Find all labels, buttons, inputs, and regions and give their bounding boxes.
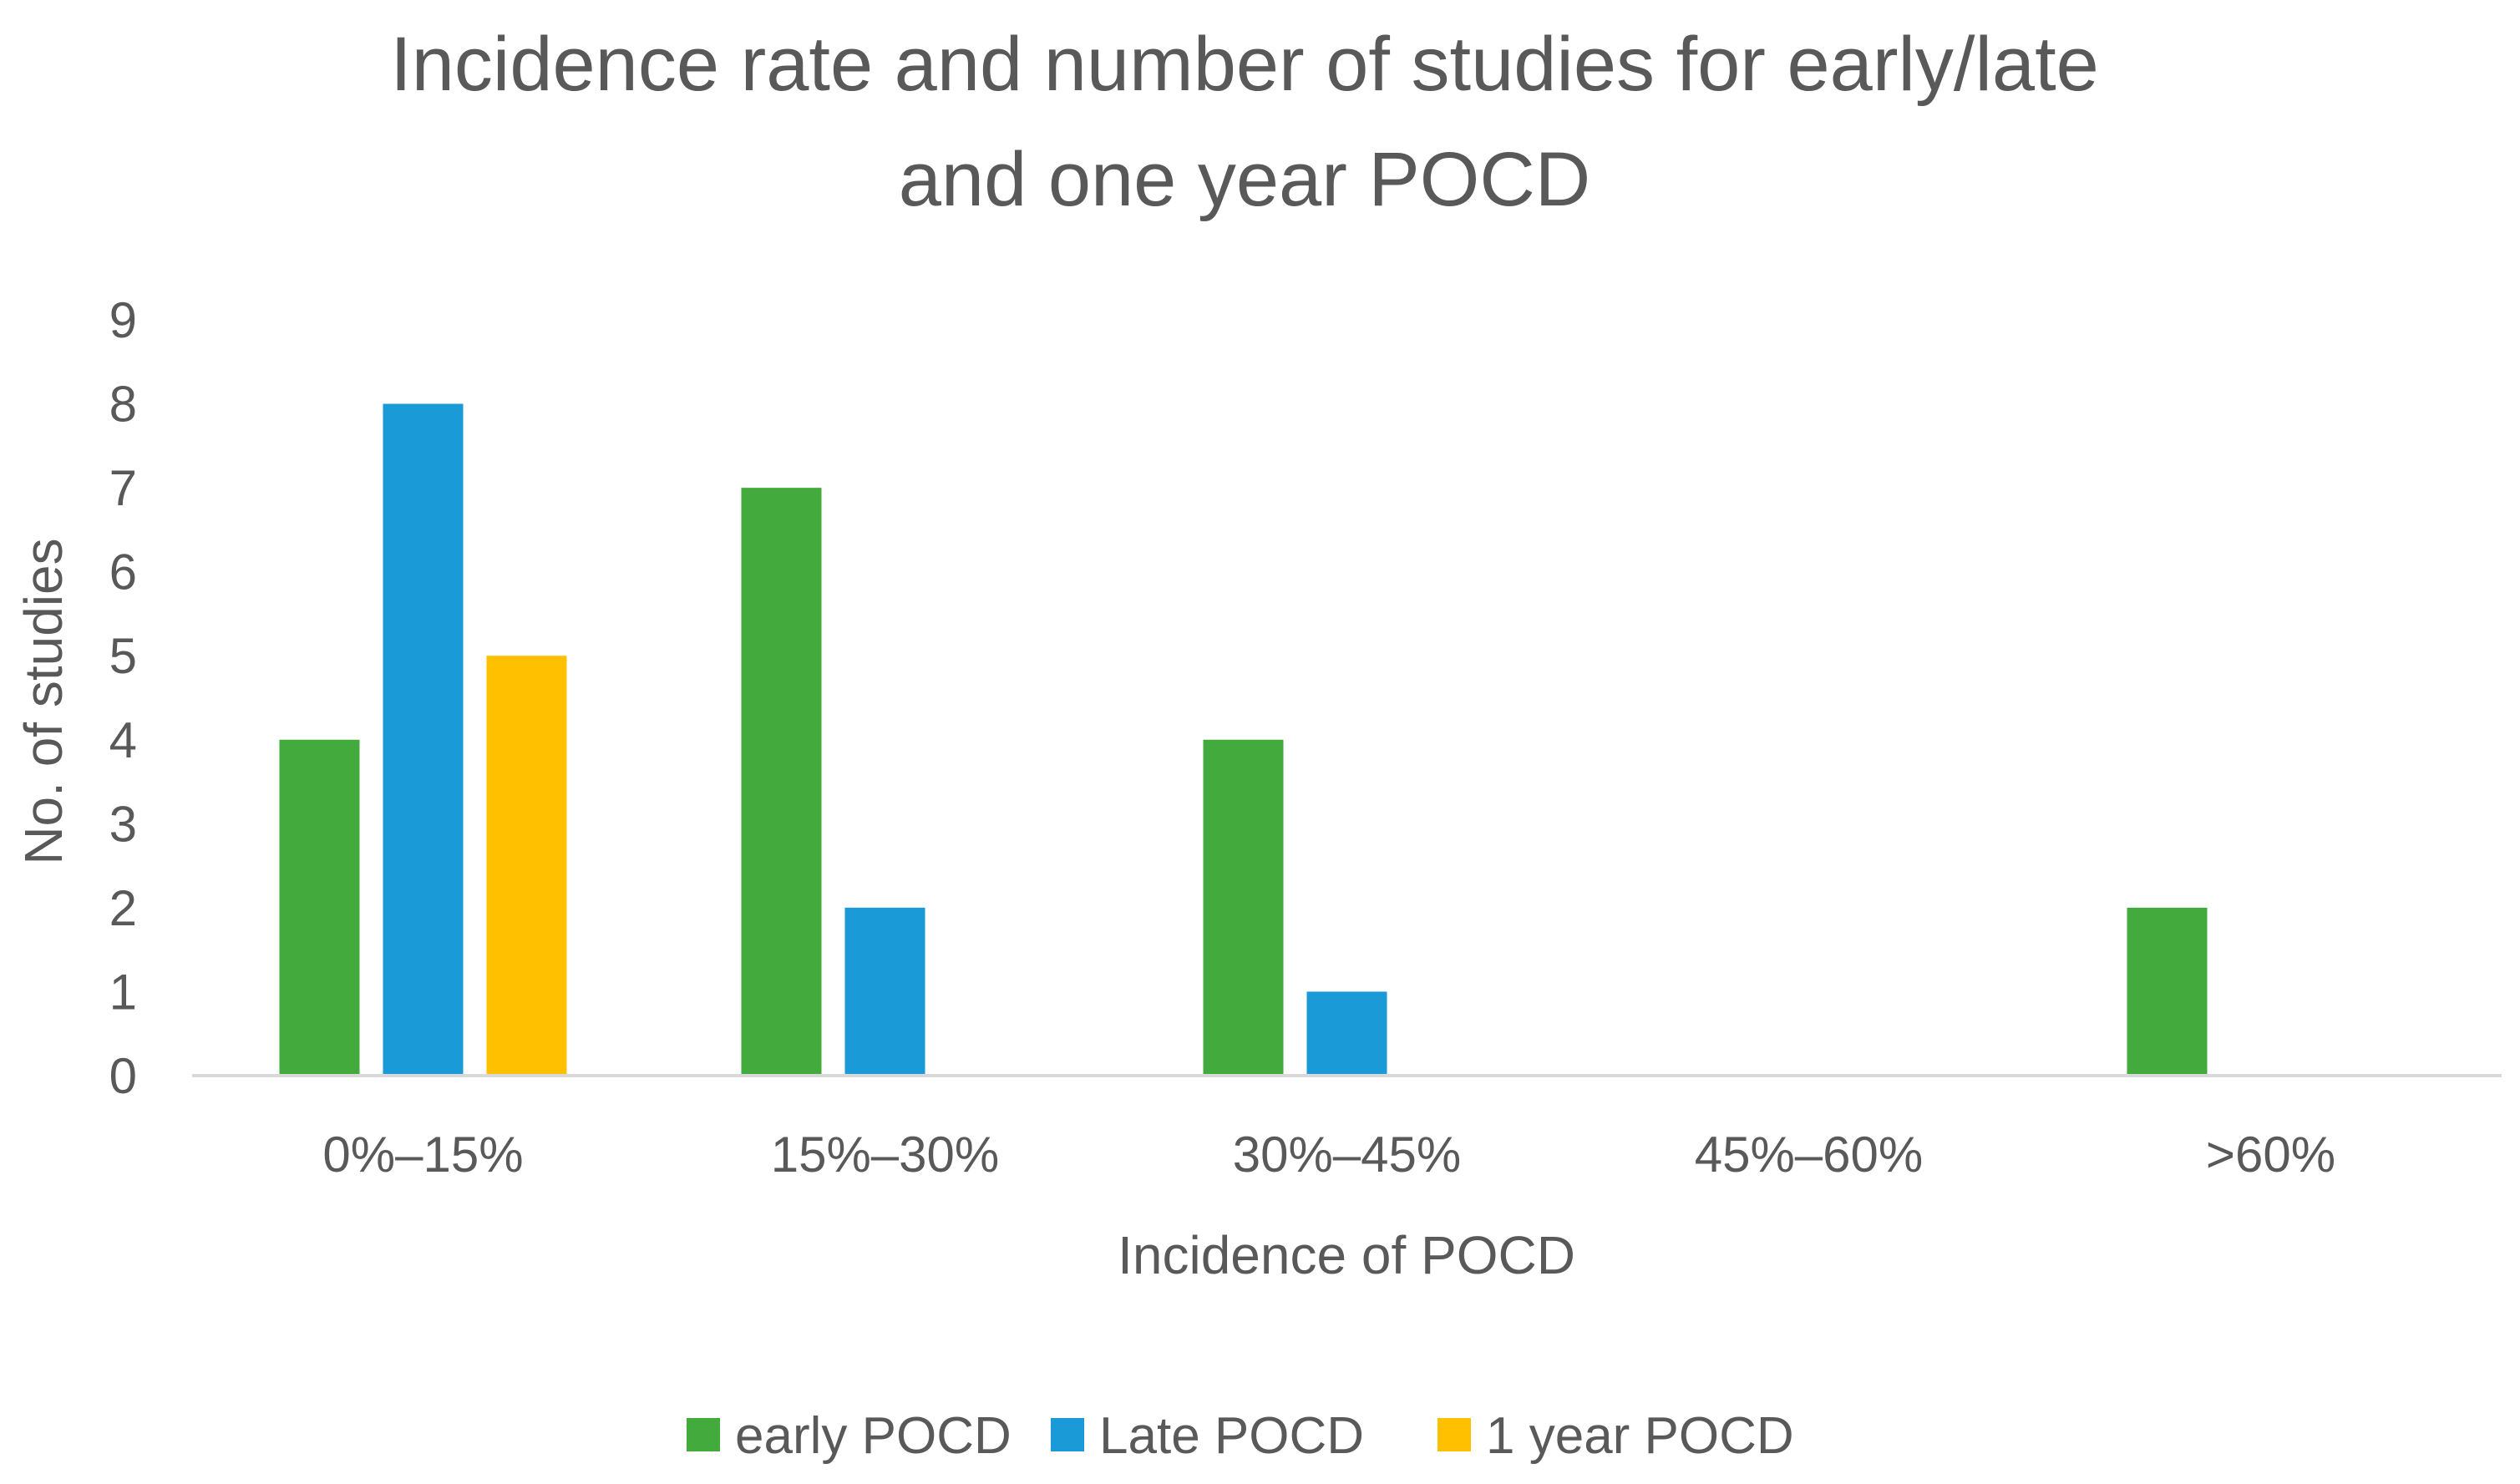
legend-label-1-year-pocd: 1 year POCD xyxy=(1486,1407,1794,1465)
legend: early POCD Late POCD 1 year POCD xyxy=(687,1407,1794,1465)
x-tick-label-4: 45%–60% xyxy=(1695,1127,1924,1183)
bar-late-pocd-1 xyxy=(383,403,464,1076)
bars xyxy=(279,403,2208,1076)
chart-title: Incidence rate and number of studies for… xyxy=(390,22,2099,222)
bar-late-pocd-2 xyxy=(844,907,925,1076)
bar-early-pocd-3 xyxy=(1203,739,1284,1076)
y-tick-label-4: 4 xyxy=(109,712,137,768)
y-tick-label-2: 2 xyxy=(109,880,137,936)
y-tick-label-9: 9 xyxy=(109,292,137,348)
y-axis-ticks: 0 1 2 3 4 5 6 7 8 9 xyxy=(109,292,137,1104)
y-tick-label-1: 1 xyxy=(109,964,137,1020)
y-axis-title: No. of studies xyxy=(13,538,74,864)
bar-1-year-pocd-1 xyxy=(486,656,567,1076)
y-tick-label-6: 6 xyxy=(109,544,137,600)
x-axis-ticks: 0%–15% 15%–30% 30%–45% 45%–60% >60% xyxy=(322,1127,2335,1183)
bar-early-pocd-2 xyxy=(741,488,822,1076)
y-tick-label-7: 7 xyxy=(109,460,137,516)
y-tick-label-8: 8 xyxy=(109,377,137,433)
bar-late-pocd-3 xyxy=(1306,991,1387,1076)
x-tick-label-3: 30%–45% xyxy=(1233,1127,1462,1183)
chart-title-line-1: Incidence rate and number of studies for… xyxy=(390,22,2099,107)
x-tick-label-2: 15%–30% xyxy=(771,1127,1000,1183)
x-tick-label-5: >60% xyxy=(2206,1127,2335,1183)
legend-label-late-pocd: Late POCD xyxy=(1099,1407,1364,1465)
y-tick-label-5: 5 xyxy=(109,628,137,684)
legend-swatch-early-pocd xyxy=(687,1418,720,1451)
bar-early-pocd-1 xyxy=(279,739,360,1076)
x-axis-title: Incidence of POCD xyxy=(1118,1225,1575,1285)
legend-swatch-1-year-pocd xyxy=(1437,1418,1471,1451)
x-tick-label-1: 0%–15% xyxy=(322,1127,523,1183)
chart-title-line-2: and one year POCD xyxy=(899,137,1590,222)
bar-early-pocd-5 xyxy=(2127,907,2208,1076)
legend-swatch-late-pocd xyxy=(1051,1418,1084,1451)
y-tick-label-3: 3 xyxy=(109,796,137,852)
legend-label-early-pocd: early POCD xyxy=(735,1407,1012,1465)
y-tick-label-0: 0 xyxy=(109,1048,137,1104)
